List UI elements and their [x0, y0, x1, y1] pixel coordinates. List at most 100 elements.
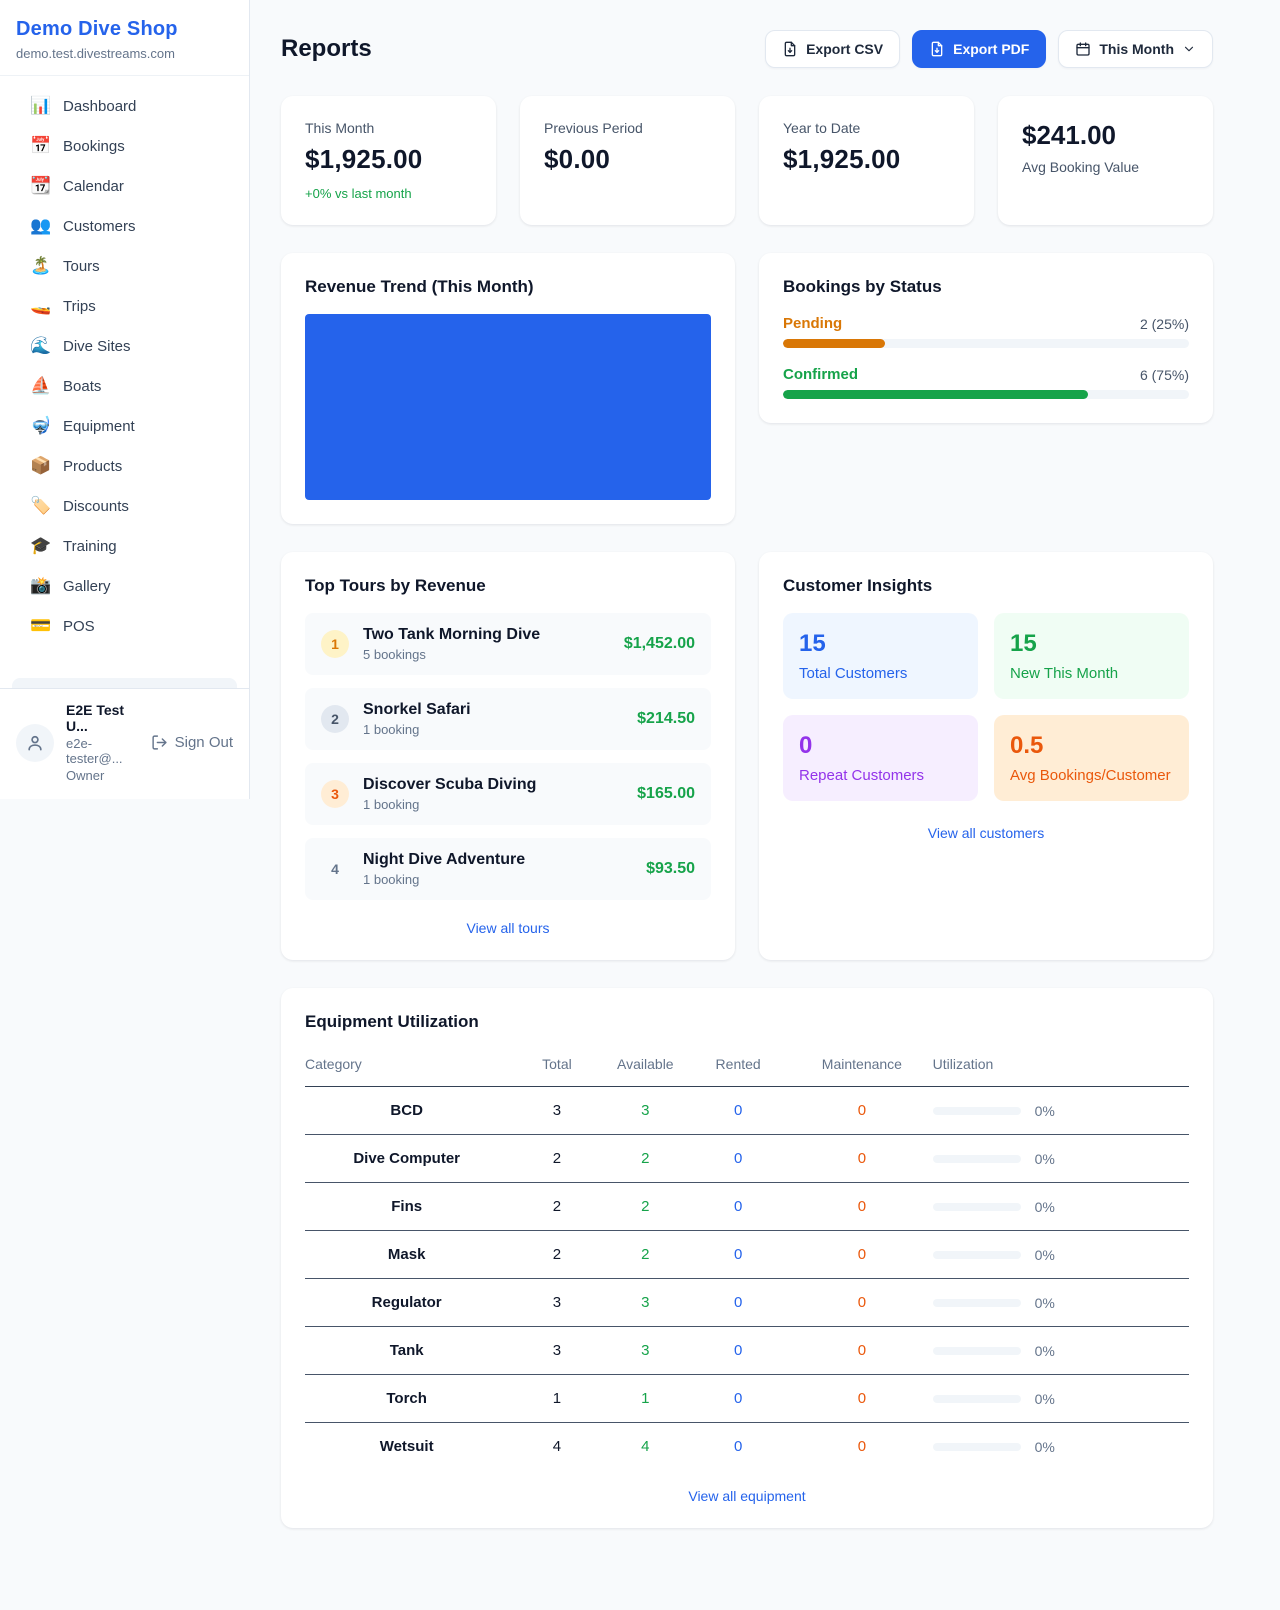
export-csv-button[interactable]: Export CSV [765, 30, 901, 68]
sign-out-icon [151, 734, 168, 751]
utilization-percent: 0% [1034, 1294, 1055, 1311]
insight-label: Repeat Customers [799, 767, 925, 784]
rank-badge: 3 [321, 780, 349, 808]
export-csv-label: Export CSV [806, 41, 884, 57]
cell-total: 3 [508, 1278, 606, 1327]
sidebar-item-customers[interactable]: 👥 Customers [12, 206, 237, 246]
bookings-icon: 📅 [30, 136, 52, 155]
boats-icon: ⛵ [30, 376, 52, 395]
column-header: Maintenance [791, 1046, 933, 1087]
cell-total: 2 [508, 1182, 606, 1231]
utilization-percent: 0% [1034, 1198, 1055, 1215]
sidebar-item-training[interactable]: 🎓 Training [12, 526, 237, 566]
sidebar-item-tours[interactable]: 🏝️ Tours [12, 246, 237, 286]
stat-card-avg-booking-value: $241.00 Avg Booking Value [998, 96, 1213, 225]
table-header-row: Category Total Available Rented Maintena… [305, 1046, 1189, 1087]
stat-value: $1,925.00 [305, 144, 423, 174]
sign-out-button[interactable]: Sign Out [151, 734, 233, 751]
column-header: Utilization [932, 1046, 1189, 1087]
stat-cards: This Month $1,925.00 +0% vs last month P… [281, 96, 1213, 225]
sidebar-item-label: POS [63, 617, 95, 635]
sidebar-item-reports-partial[interactable] [12, 678, 237, 688]
status-label: Confirmed [783, 366, 858, 383]
top-tours-title: Top Tours by Revenue [305, 576, 486, 595]
view-all-customers-link[interactable]: View all customers [927, 825, 1045, 841]
stat-value: $1,925.00 [783, 144, 901, 174]
sidebar-item-dashboard[interactable]: 📊 Dashboard [12, 86, 237, 126]
sidebar-item-discounts[interactable]: 🏷️ Discounts [12, 486, 237, 526]
sidebar-item-label: Training [63, 537, 117, 555]
cell-rented: 0 [685, 1182, 792, 1231]
utilization-percent: 0% [1034, 1246, 1055, 1263]
sidebar-item-dive-sites[interactable]: 🌊 Dive Sites [12, 326, 237, 366]
period-dropdown[interactable]: This Month [1058, 30, 1213, 68]
equipment-utilization-card: Equipment Utilization Category Total Ava… [281, 988, 1213, 1528]
stat-value: $0.00 [544, 144, 611, 174]
view-all-tours-link[interactable]: View all tours [466, 920, 550, 936]
user-role: Owner [66, 768, 105, 783]
status-bar-fill [783, 390, 1088, 399]
bookings-status-title: Bookings by Status [783, 277, 942, 296]
cell-category: BCD [305, 1086, 509, 1135]
cell-available: 3 [605, 1086, 686, 1135]
sidebar-item-trips[interactable]: 🚤 Trips [12, 286, 237, 326]
sidebar-item-label: Bookings [63, 137, 125, 155]
tour-bookings: 5 bookings [363, 647, 426, 662]
person-icon [25, 733, 45, 753]
tour-amount: $165.00 [637, 785, 695, 802]
revenue-trend-card: Revenue Trend (This Month) [281, 253, 735, 524]
cell-rented: 0 [685, 1326, 792, 1375]
utilization-percent: 0% [1034, 1150, 1055, 1167]
insight-label: New This Month [1010, 665, 1119, 682]
sidebar-item-products[interactable]: 📦 Products [12, 446, 237, 486]
sidebar-item-label: Dashboard [63, 97, 137, 115]
cell-rented: 0 [733, 1438, 743, 1455]
stat-label: Year to Date [783, 120, 861, 136]
tour-bookings: 1 booking [363, 872, 420, 887]
cell-maintenance: 0 [791, 1326, 933, 1375]
sidebar-item-gallery[interactable]: 📸 Gallery [12, 566, 237, 606]
export-pdf-button[interactable]: Export PDF [912, 30, 1047, 68]
insight-tiles: 15 Total Customers 15 New This Month 0 R… [783, 613, 1189, 801]
sidebar-item-calendar[interactable]: 📆 Calendar [12, 166, 237, 206]
sidebar-item-equipment[interactable]: 🤿 Equipment [12, 406, 237, 446]
table-row: Fins 2 2 0 0 0% [305, 1182, 1189, 1231]
calendar-icon: 📆 [30, 176, 52, 195]
status-row-pending: Pending 2 (25%) [783, 315, 1189, 348]
stat-label: This Month [305, 120, 375, 136]
view-all-equipment-link[interactable]: View all equipment [688, 1488, 806, 1504]
sidebar-item-boats[interactable]: ⛵ Boats [12, 366, 237, 406]
file-download-icon [782, 41, 798, 57]
products-icon: 📦 [30, 456, 52, 475]
sidebar-nav: 📊 Dashboard 📅 Bookings 📆 Calendar 👥 Customer… [0, 76, 249, 678]
sidebar-item-label: Products [63, 457, 123, 475]
cell-rented: 0 [685, 1278, 792, 1327]
customers-icon: 👥 [30, 216, 52, 235]
tour-amount: $1,452.00 [623, 635, 695, 652]
sidebar-item-label: Discounts [63, 497, 129, 515]
stat-delta: +0% vs last month [305, 186, 412, 201]
cell-maintenance: 0 [791, 1134, 933, 1183]
cell-available: 3 [605, 1326, 686, 1375]
sidebar-item-pos[interactable]: 💳 POS [12, 606, 237, 646]
sidebar-item-label: Calendar [63, 177, 124, 195]
sidebar-item-bookings[interactable]: 📅 Bookings [12, 126, 237, 166]
sidebar-item-label: Boats [63, 377, 102, 395]
table-row: Mask 2 2 0 0 0% [305, 1230, 1189, 1279]
tour-amount: $93.50 [646, 860, 695, 877]
cell-rented: 0 [685, 1134, 792, 1183]
insight-tile-repeat-customers: 0 Repeat Customers [783, 715, 978, 801]
equipment-table: Category Total Available Rented Maintena… [305, 1046, 1189, 1470]
utilization-bar [932, 1394, 1021, 1403]
cell-total: 3 [508, 1086, 606, 1135]
insight-tile-avg-bookings: 0.5 Avg Bookings/Customer [994, 715, 1189, 801]
tour-row: 2 Snorkel Safari 1 booking $214.50 [305, 688, 711, 750]
status-value: 6 (75%) [1139, 366, 1189, 383]
main-content: Reports Export CSV Export PDF [250, 0, 1213, 1610]
tour-row: 1 Two Tank Morning Dive 5 bookings $1,452… [305, 613, 711, 675]
insight-tile-new-this-month: 15 New This Month [994, 613, 1189, 699]
utilization-percent: 0% [1034, 1438, 1055, 1455]
table-row: BCD 3 3 0 0 0% [305, 1086, 1189, 1135]
cell-available: 2 [605, 1230, 686, 1279]
sidebar-item-label: Equipment [63, 417, 135, 435]
